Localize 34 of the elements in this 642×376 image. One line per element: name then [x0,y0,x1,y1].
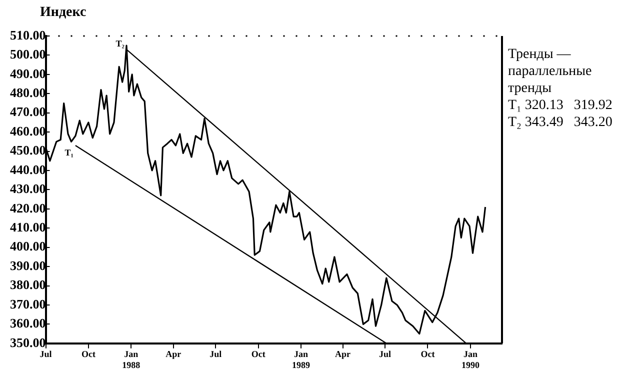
y-tick-label: 380.00 [10,277,46,292]
x-tick-label: Apr [335,349,351,360]
annotation: T₂ [116,38,125,48]
y-tick-label: 460.00 [10,123,46,138]
y-tick-label: 440.00 [10,162,46,177]
text: Тренды — параллельные тренды [508,46,593,97]
y-tick-label: 450.00 [10,142,46,158]
y-tick-label: 480.00 [10,84,46,100]
x-tick-label: Jul [40,349,52,360]
y-tick-label: 510.00 [10,27,46,42]
y-tick-label: 430.00 [10,181,46,196]
x-tick-label: Oct [251,349,266,360]
y-tick-label: 360.00 [10,316,46,331]
x-tick-label: Jul [379,349,392,360]
y-tick-label: 400.00 [10,238,46,254]
text: T₁ 320.13 319.92 [508,97,614,114]
y-axis-title: Индекс [40,5,86,20]
annotation: T₁ [64,147,74,158]
y-tick-label: 350.00 [10,334,46,350]
x-tick-label: Jan 1990 [461,349,480,370]
y-tick-label: 370.00 [10,296,46,312]
x-tick-label: Jan 1989 [292,349,311,370]
y-tick-label: 420.00 [10,200,46,216]
x-tick-label: Oct [81,349,96,360]
x-tick-label: Oct [420,349,435,360]
y-tick-label: 410.00 [10,219,46,234]
x-tick-label: Apr [166,349,182,360]
y-tick-label: 390.00 [10,258,46,273]
y-tick-label: 490.00 [10,66,46,81]
y-tick-label: 470.00 [10,104,46,120]
x-tick-label: Jul [210,349,222,360]
text: T₂ 343.49 343.20 [508,114,614,131]
y-tick-label: 500.00 [10,46,46,62]
x-tick-label: Jan 1988 [122,349,141,370]
